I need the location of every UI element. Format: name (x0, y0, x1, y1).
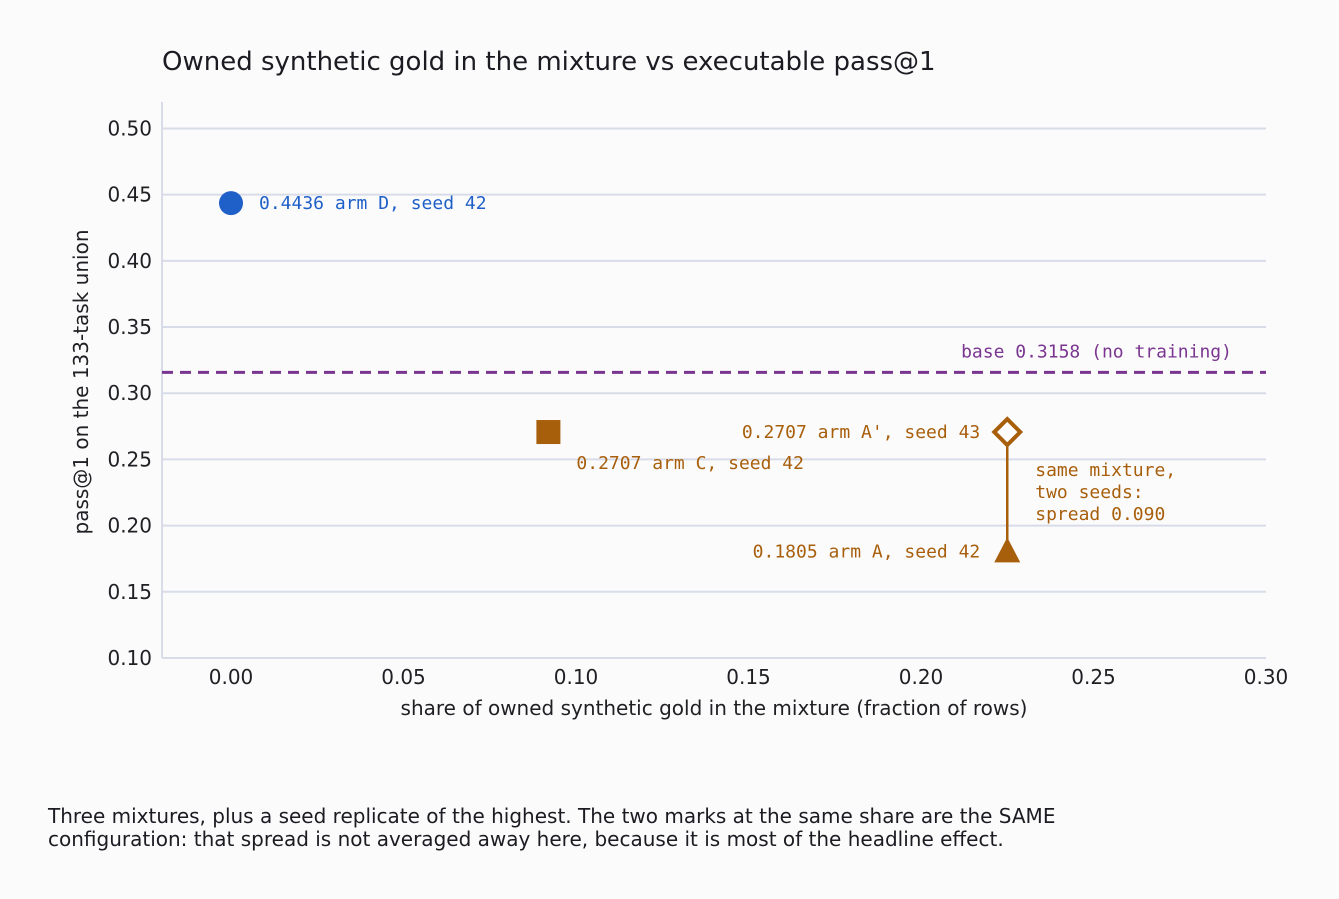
y-tick-label: 0.50 (107, 116, 152, 140)
x-tick-label: 0.20 (899, 665, 944, 689)
y-tick-label: 0.30 (107, 381, 152, 405)
x-tick-labels: 0.00 0.05 0.10 0.15 0.20 0.25 0.30 (209, 665, 1289, 689)
x-axis-label: share of owned synthetic gold in the mix… (401, 696, 1028, 720)
baseline-label: base 0.3158 (no training) (961, 341, 1232, 362)
x-tick-label: 0.00 (209, 665, 254, 689)
point-label: 0.1805 arm A, seed 42 (753, 541, 981, 562)
spread-annotation-text: two seeds: (1035, 482, 1143, 503)
y-tick-label: 0.25 (107, 447, 152, 471)
x-tick-label: 0.15 (726, 665, 771, 689)
x-tick-label: 0.25 (1071, 665, 1116, 689)
data-points (219, 191, 1024, 563)
y-tick-label: 0.10 (107, 646, 152, 670)
spread-annotation: same mixture,two seeds:spread 0.090 (1006, 432, 1176, 552)
y-tick-label: 0.15 (107, 580, 152, 604)
point-label: 0.2707 arm C, seed 42 (576, 453, 804, 474)
caption-line-2: configuration: that spread is not averag… (48, 827, 1004, 851)
point-labels: 0.4436 arm D, seed 42 0.2707 arm C, seed … (259, 193, 980, 562)
spread-annotation-text: same mixture, (1035, 460, 1176, 481)
y-tick-label: 0.40 (107, 249, 152, 273)
x-tick-label: 0.10 (554, 665, 599, 689)
point-circle-marker (219, 191, 243, 216)
point-square-marker (536, 420, 561, 445)
caption-line-1: Three mixtures, plus a seed replicate of… (48, 804, 1056, 828)
baseline: base 0.3158 (no training) (162, 341, 1266, 374)
y-axis-label: pass@1 on the 133-task union (69, 230, 93, 535)
point-label: 0.4436 arm D, seed 42 (259, 193, 487, 214)
scatter-chart: 0.10 0.15 0.20 0.25 0.30 0.35 0.40 0.45 0.50 0.0… (69, 47, 1289, 720)
point-triangle-marker (994, 537, 1021, 563)
point-label: 0.2707 arm A', seed 43 (742, 422, 980, 443)
chart-title: Owned synthetic gold in the mixture vs e… (162, 47, 936, 77)
y-tick-label: 0.45 (107, 183, 152, 207)
axes (161, 102, 1266, 659)
x-tick-label: 0.05 (381, 665, 426, 689)
spread-annotation-text: spread 0.090 (1035, 504, 1165, 525)
y-tick-label: 0.20 (107, 514, 152, 538)
y-tick-labels: 0.10 0.15 0.20 0.25 0.30 0.35 0.40 0.45 0.50 (107, 116, 152, 670)
figure-caption: Three mixtures, plus a seed replicate of… (48, 805, 1288, 851)
y-tick-label: 0.35 (107, 315, 152, 339)
x-tick-label: 0.30 (1244, 665, 1289, 689)
grid-lines (162, 127, 1266, 659)
point-diamond-marker (991, 416, 1024, 448)
